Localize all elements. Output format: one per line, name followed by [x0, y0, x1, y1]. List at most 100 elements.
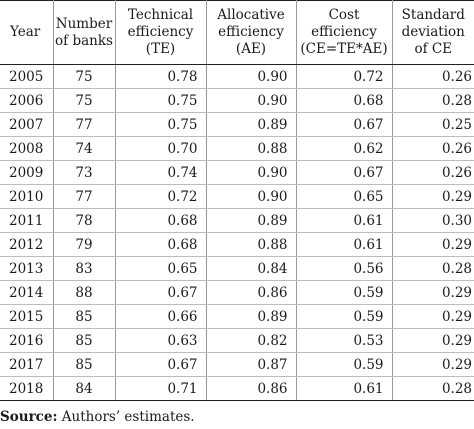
cell-number-of-banks: 77	[53, 112, 116, 137]
cell-te: 0.66	[115, 304, 207, 329]
cell-te: 0.63	[115, 328, 207, 353]
cell-ae: 0.90	[206, 160, 297, 185]
cell-number-of-banks: 85	[53, 304, 116, 329]
cell-te: 0.68	[115, 232, 207, 257]
header-line: Cost	[328, 7, 360, 23]
cell-year: 2013	[0, 256, 54, 281]
header-line: efficiency	[127, 24, 194, 40]
cell-year: 2005	[0, 64, 54, 89]
header-line: deviation	[401, 24, 465, 40]
cell-number-of-banks: 75	[53, 64, 116, 89]
header-allocative-efficiency: Allocative efficiency (AE)	[206, 0, 297, 65]
efficiency-table: Year Number of banks Technical efficienc…	[0, 0, 474, 401]
cell-te: 0.75	[115, 112, 207, 137]
cell-number-of-banks: 77	[53, 184, 116, 209]
header-line: (CE=TE*AE)	[300, 41, 388, 57]
cell-year: 2007	[0, 112, 54, 137]
cell-sd-ce: 0.29	[392, 304, 474, 329]
cell-year: 2012	[0, 232, 54, 257]
cell-ae: 0.86	[206, 376, 297, 401]
cell-ae: 0.89	[206, 112, 297, 137]
cell-ce: 0.61	[296, 376, 393, 401]
cell-ae: 0.88	[206, 232, 297, 257]
cell-ce: 0.59	[296, 280, 393, 305]
cell-ae: 0.82	[206, 328, 297, 353]
cell-te: 0.75	[115, 88, 207, 113]
header-line: efficiency	[311, 24, 377, 40]
cell-sd-ce: 0.25	[392, 112, 474, 137]
header-line: Year	[10, 24, 41, 40]
cell-year: 2016	[0, 328, 54, 353]
header-line: Technical	[127, 7, 194, 23]
cell-ce: 0.61	[296, 232, 393, 257]
header-technical-efficiency: Technical efficiency (TE)	[115, 0, 207, 65]
cell-ae: 0.86	[206, 280, 297, 305]
cell-number-of-banks: 85	[53, 328, 116, 353]
cell-sd-ce: 0.26	[392, 64, 474, 89]
cell-ce: 0.53	[296, 328, 393, 353]
header-line: efficiency	[218, 24, 284, 40]
cell-number-of-banks: 75	[53, 88, 116, 113]
cell-ae: 0.90	[206, 184, 297, 209]
cell-ce: 0.67	[296, 112, 393, 137]
cell-te: 0.71	[115, 376, 207, 401]
cell-ce: 0.59	[296, 352, 393, 377]
cell-sd-ce: 0.29	[392, 280, 474, 305]
cell-sd-ce: 0.30	[392, 208, 474, 233]
cell-sd-ce: 0.29	[392, 328, 474, 353]
cell-ae: 0.89	[206, 208, 297, 233]
table-row: 2015 85 0.66 0.89 0.59 0.29	[0, 304, 474, 329]
header-line: of CE	[414, 41, 453, 57]
table-row: 2006 75 0.75 0.90 0.68 0.28	[0, 88, 474, 113]
cell-number-of-banks: 73	[53, 160, 116, 185]
table-row: 2009 73 0.74 0.90 0.67 0.26	[0, 160, 474, 185]
cell-ce: 0.68	[296, 88, 393, 113]
header-standard-deviation: Standard deviation of CE	[392, 0, 474, 65]
cell-year: 2018	[0, 376, 54, 401]
table-row: 2010 77 0.72 0.90 0.65 0.29	[0, 184, 474, 209]
header-line: Standard	[401, 7, 465, 23]
cell-ce: 0.67	[296, 160, 393, 185]
cell-year: 2009	[0, 160, 54, 185]
header-cost-efficiency: Cost efficiency (CE=TE*AE)	[296, 0, 393, 65]
table-row: 2008 74 0.70 0.88 0.62 0.26	[0, 136, 474, 161]
cell-te: 0.68	[115, 208, 207, 233]
cell-ae: 0.88	[206, 136, 297, 161]
table-body: 2005 75 0.78 0.90 0.72 0.26 2006 75 0.75 0.90 0.68…	[0, 64, 474, 401]
cell-te: 0.65	[115, 256, 207, 281]
table-row: 2017 85 0.67 0.87 0.59 0.29	[0, 352, 474, 377]
source-text: Authors’ estimates.	[57, 409, 195, 425]
header-line: (AE)	[235, 41, 267, 57]
table-row: 2018 84 0.71 0.86 0.61 0.28	[0, 376, 474, 401]
cell-year: 2017	[0, 352, 54, 377]
cell-ae: 0.89	[206, 304, 297, 329]
cell-year: 2008	[0, 136, 54, 161]
header-year: Year	[0, 0, 54, 65]
cell-ce: 0.65	[296, 184, 393, 209]
cell-ae: 0.87	[206, 352, 297, 377]
cell-sd-ce: 0.29	[392, 232, 474, 257]
cell-number-of-banks: 88	[53, 280, 116, 305]
header-line: Allocative	[217, 7, 285, 23]
header-line: Number	[55, 15, 113, 32]
cell-year: 2014	[0, 280, 54, 305]
cell-te: 0.74	[115, 160, 207, 185]
cell-number-of-banks: 83	[53, 256, 116, 281]
cell-year: 2010	[0, 184, 54, 209]
cell-te: 0.72	[115, 184, 207, 209]
cell-ce: 0.56	[296, 256, 393, 281]
cell-sd-ce: 0.28	[392, 88, 474, 113]
cell-number-of-banks: 78	[53, 208, 116, 233]
cell-te: 0.70	[115, 136, 207, 161]
cell-te: 0.67	[115, 352, 207, 377]
cell-ce: 0.61	[296, 208, 393, 233]
table-row: 2011 78 0.68 0.89 0.61 0.30	[0, 208, 474, 233]
cell-year: 2006	[0, 88, 54, 113]
table-row: 2016 85 0.63 0.82 0.53 0.29	[0, 328, 474, 353]
cell-sd-ce: 0.28	[392, 376, 474, 401]
source-label: Source:	[0, 409, 58, 425]
cell-sd-ce: 0.26	[392, 160, 474, 185]
header-line: of banks	[55, 32, 113, 49]
header-row: Year Number of banks Technical efficienc…	[0, 0, 474, 65]
table-row: 2014 88 0.67 0.86 0.59 0.29	[0, 280, 474, 305]
